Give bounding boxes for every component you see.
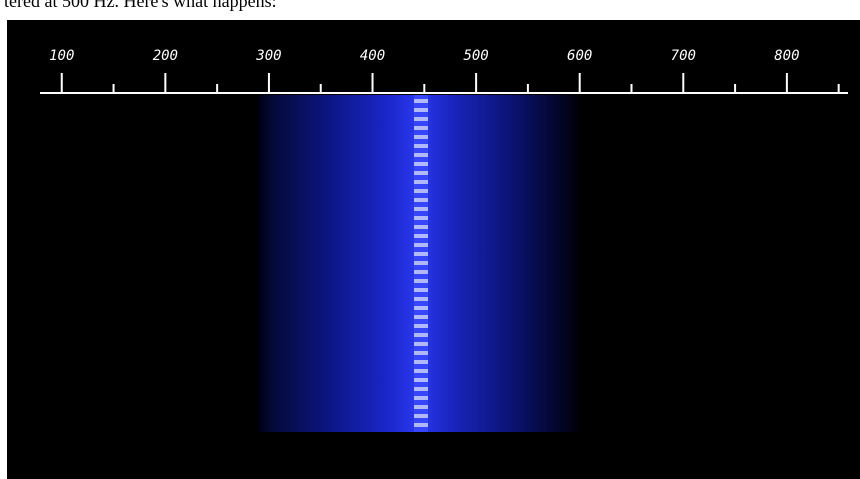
x-tick-label: 700 [671, 48, 696, 64]
x-tick-label: 600 [567, 48, 592, 64]
chart: 100 200 300 400 500 600 700 800 [0, 0, 860, 479]
x-tick-label: 300 [255, 48, 281, 64]
x-tick-label: 800 [774, 48, 799, 64]
x-tick-label: 200 [153, 48, 178, 64]
carrier [414, 95, 428, 432]
x-tick-label: 400 [360, 48, 385, 64]
x-tick-label: 500 [463, 48, 488, 64]
page: tered at 500 Hz. Here's what happens: 10… [0, 0, 860, 479]
x-tick-label: 100 [49, 48, 74, 64]
